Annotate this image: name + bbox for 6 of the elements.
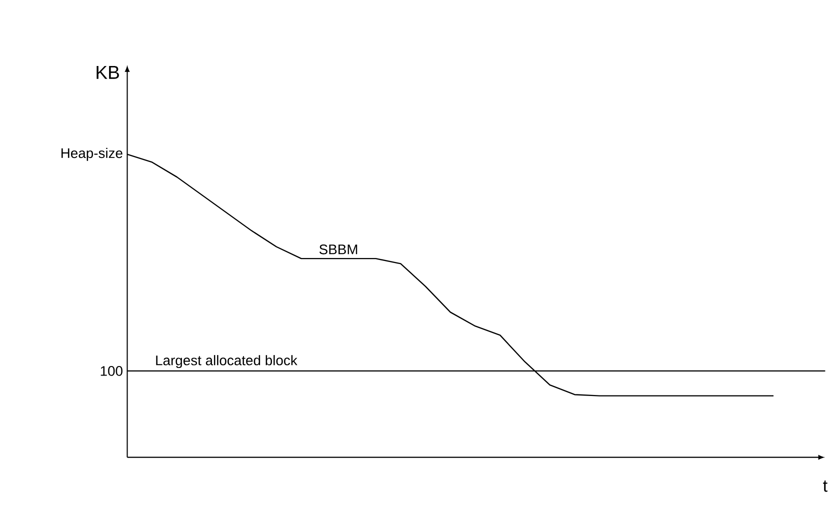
annotation: 100 <box>100 366 122 376</box>
x-axis-title: t <box>823 480 828 492</box>
annotation: SBBM <box>319 244 358 254</box>
y-axis-title: KB <box>96 66 119 79</box>
annotation: Heap-size <box>61 148 122 161</box>
ref-line-label: Largest allocated block <box>156 355 298 368</box>
